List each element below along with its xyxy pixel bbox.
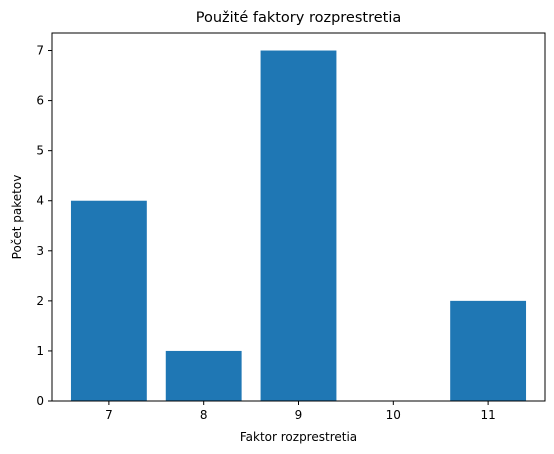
bar-7 — [70, 200, 147, 401]
y-tick-label-3: 3 — [36, 244, 44, 258]
y-tick-label-2: 2 — [36, 294, 44, 308]
y-tick-label-6: 6 — [36, 94, 44, 108]
x-axis-label: Faktor rozprestretia — [240, 430, 357, 444]
x-tick-label-11: 11 — [480, 408, 495, 422]
bars-group — [70, 50, 527, 402]
x-axis: 7 8 9 10 11 — [105, 401, 496, 422]
x-tick-label-10: 10 — [386, 408, 401, 422]
y-tick-label-0: 0 — [36, 394, 44, 408]
bar-9 — [260, 50, 337, 402]
x-tick-label-8: 8 — [200, 408, 208, 422]
y-tick-label-7: 7 — [36, 44, 44, 58]
y-axis-label: Počet paketov — [10, 175, 24, 260]
x-tick-label-7: 7 — [105, 408, 113, 422]
chart-title: Použité faktory rozprestretia — [196, 10, 402, 26]
bar-11 — [450, 300, 527, 401]
x-tick-label-9: 9 — [295, 408, 303, 422]
y-tick-label-5: 5 — [36, 144, 44, 158]
y-axis: 0 1 2 3 4 5 6 7 — [36, 44, 52, 408]
bar-8 — [165, 350, 242, 401]
y-tick-label-4: 4 — [36, 194, 44, 208]
y-tick-label-1: 1 — [36, 344, 44, 358]
